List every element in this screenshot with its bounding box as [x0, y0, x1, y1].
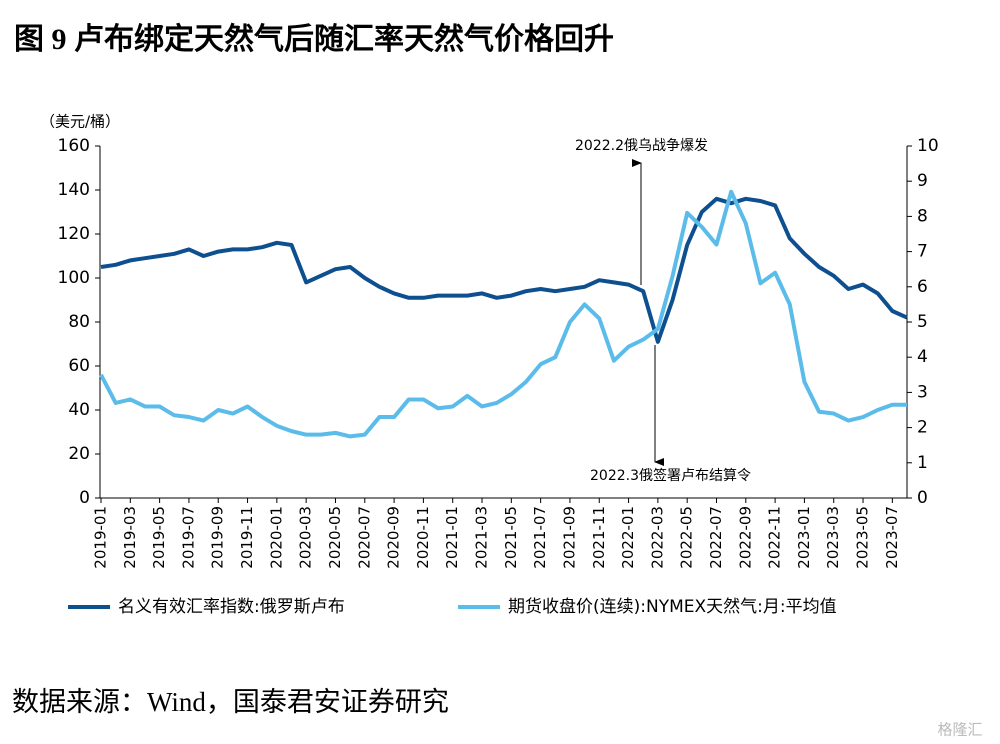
x-tick-label: 2022-01 [619, 506, 637, 569]
y-tick-label: 140 [58, 180, 90, 200]
source: 数据来源：Wind，国泰君安证券研究 [12, 687, 449, 717]
x-tick-label: 2020-03 [297, 506, 315, 569]
x-tick-label: 2022-05 [678, 506, 696, 569]
x-tick-label: 2022-07 [707, 506, 725, 569]
x-tick-label: 2022-03 [648, 506, 666, 569]
watermark: 格隆汇 [937, 721, 982, 739]
y2-tick-label: 8 [917, 206, 928, 226]
x-tick-label: 2023-03 [824, 506, 842, 569]
y-tick-label: 80 [68, 312, 90, 332]
y2-tick-label: 3 [917, 382, 928, 402]
x-tick-label: 2022-09 [736, 506, 754, 569]
x-tick-label: 2022-11 [766, 506, 784, 569]
x-tick-label: 2019-11 [238, 506, 256, 569]
x-tick-label: 2023-05 [854, 506, 872, 569]
x-tick-label: 2020-09 [385, 506, 403, 569]
x-tick-label: 2021-05 [502, 506, 520, 569]
y-axis-label: （美元/桶） [40, 113, 120, 131]
y-tick-label: 120 [58, 224, 90, 244]
x-tick-label: 2020-07 [355, 506, 373, 569]
y-tick-label: 20 [68, 444, 90, 464]
y-tick-label: 40 [68, 400, 90, 420]
chart-title: 图 9 卢布绑定天然气后随汇率天然气价格回升 [14, 22, 614, 56]
y2-tick-label: 10 [917, 136, 939, 156]
series-line [99, 189, 907, 439]
x-tick-label: 2021-11 [590, 506, 608, 569]
legend-label: 期货收盘价(连续):NYMEX天然气:月:平均值 [508, 597, 837, 617]
annotation: 2022.2俄乌战争爆发 [575, 138, 708, 154]
x-tick-label: 2023-01 [795, 506, 813, 569]
x-tick-label: 2019-01 [92, 506, 110, 569]
y-tick-label: 100 [58, 268, 90, 288]
x-tick-label: 2019-05 [150, 506, 168, 569]
x-tick-label: 2021-07 [531, 506, 549, 569]
y-tick-label: 160 [58, 136, 90, 156]
x-tick-label: 2019-07 [179, 506, 197, 569]
x-tick-label: 2021-03 [473, 506, 491, 569]
y2-tick-label: 1 [917, 453, 928, 473]
x-tick-label: 2019-03 [121, 506, 139, 569]
x-tick-label: 2019-09 [209, 506, 227, 569]
x-tick-label: 2020-05 [326, 506, 344, 569]
x-tick-label: 2020-01 [267, 506, 285, 569]
x-tick-label: 2023-07 [883, 506, 901, 569]
y2-tick-label: 7 [917, 242, 928, 262]
x-tick-label: 2021-01 [443, 506, 461, 569]
legend-label: 名义有效汇率指数:俄罗斯卢布 [118, 597, 345, 617]
y2-tick-label: 0 [917, 488, 928, 508]
x-tick-label: 2021-09 [560, 506, 578, 569]
y2-tick-label: 5 [917, 312, 928, 332]
series-line [100, 196, 908, 344]
annotation: 2022.3俄签署卢布结算令 [590, 467, 751, 484]
y2-tick-label: 6 [917, 277, 928, 297]
y2-tick-label: 9 [917, 171, 928, 191]
y-tick-label: 0 [79, 488, 90, 508]
y-tick-label: 60 [68, 356, 90, 376]
y2-tick-label: 2 [917, 418, 928, 438]
y2-tick-label: 4 [917, 347, 928, 367]
x-tick-label: 2020-11 [414, 506, 432, 569]
